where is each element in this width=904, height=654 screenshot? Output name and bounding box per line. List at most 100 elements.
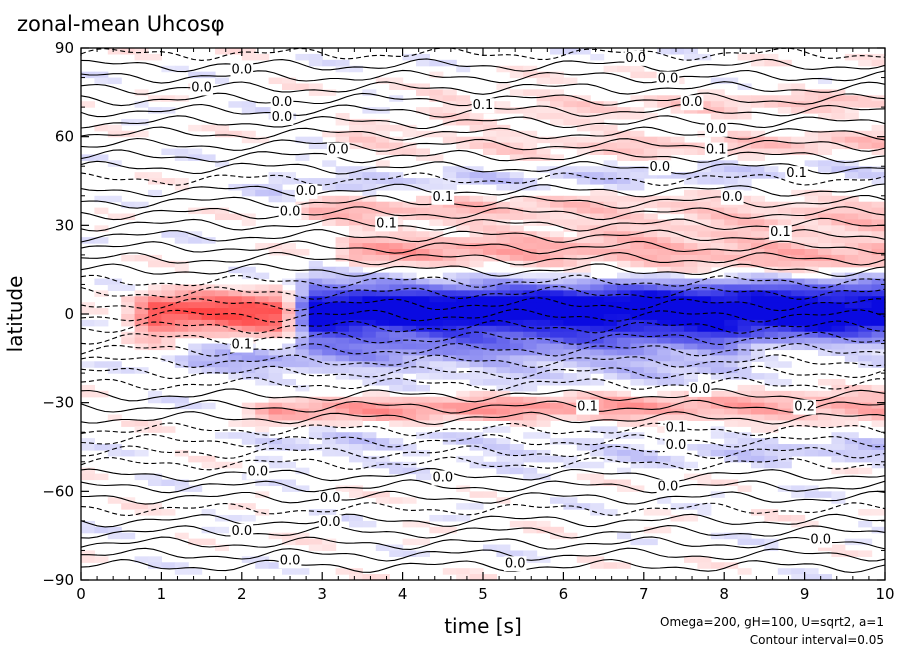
field-cell bbox=[389, 461, 404, 469]
field-cell bbox=[576, 343, 591, 351]
field-cell bbox=[630, 449, 645, 457]
field-cell bbox=[375, 408, 390, 416]
field-cell bbox=[630, 107, 645, 114]
field-cell bbox=[282, 361, 296, 368]
contour-label-bg bbox=[431, 470, 455, 486]
field-cell bbox=[590, 308, 605, 315]
field-cell bbox=[536, 314, 551, 321]
field-cell bbox=[710, 77, 725, 85]
field-cell bbox=[241, 107, 256, 114]
field-cell bbox=[523, 71, 538, 79]
field-cell bbox=[751, 166, 765, 173]
field-cell bbox=[550, 113, 564, 120]
field-cell bbox=[858, 248, 873, 256]
field-cell bbox=[871, 248, 886, 256]
field-cell bbox=[764, 438, 779, 445]
field-cell bbox=[563, 248, 578, 256]
field-cell bbox=[188, 361, 203, 368]
field-cell bbox=[670, 201, 685, 209]
field-cell bbox=[710, 532, 725, 540]
field-cell bbox=[643, 402, 658, 410]
field-cell bbox=[724, 308, 739, 315]
field-cell bbox=[268, 296, 283, 303]
field-cell bbox=[349, 514, 363, 522]
field-cell bbox=[590, 130, 605, 138]
field-cell bbox=[429, 514, 444, 522]
field-cell bbox=[617, 532, 631, 540]
field-cell bbox=[724, 319, 739, 327]
field-cell bbox=[550, 237, 564, 244]
field-cell bbox=[844, 390, 859, 398]
field-cell bbox=[751, 219, 765, 226]
field-cell bbox=[697, 319, 712, 327]
field-cell bbox=[295, 136, 310, 144]
field-cell bbox=[375, 231, 390, 238]
field-cell bbox=[362, 314, 377, 321]
field-cell bbox=[456, 213, 471, 221]
field-cell bbox=[550, 101, 564, 108]
x-tick-label: 8 bbox=[719, 585, 729, 603]
field-cell bbox=[94, 195, 109, 203]
field-cell bbox=[349, 343, 363, 351]
contour-label: 0.0 bbox=[320, 515, 341, 530]
field-cell bbox=[442, 396, 457, 404]
field-cell bbox=[737, 390, 752, 398]
field-cell bbox=[831, 308, 846, 315]
field-cell bbox=[255, 272, 270, 280]
field-cell bbox=[362, 290, 377, 297]
field-cell bbox=[576, 355, 591, 362]
field-cell bbox=[643, 248, 658, 256]
field-cell bbox=[563, 532, 578, 540]
field-cell bbox=[603, 290, 618, 297]
field-cell bbox=[737, 373, 752, 380]
field-cell bbox=[657, 455, 672, 463]
field-cell bbox=[764, 402, 779, 410]
field-cell bbox=[657, 325, 672, 333]
field-cell bbox=[349, 438, 363, 445]
field-cell bbox=[241, 514, 256, 522]
field-cell bbox=[844, 384, 859, 392]
field-cell bbox=[724, 183, 739, 191]
field-cell bbox=[697, 503, 712, 510]
chart-title: zonal-mean Uhcosφ bbox=[17, 12, 225, 36]
field-cell bbox=[858, 414, 873, 421]
field-cell bbox=[764, 219, 779, 226]
field-cell bbox=[416, 384, 430, 392]
field-cell bbox=[777, 379, 792, 386]
field-cell bbox=[442, 95, 457, 102]
field-cell bbox=[362, 402, 377, 410]
field-cell bbox=[201, 331, 216, 339]
field-cell bbox=[442, 130, 457, 138]
contour-label-bg bbox=[688, 381, 712, 397]
field-cell bbox=[349, 449, 363, 457]
contour-line bbox=[80, 422, 886, 437]
field-cell bbox=[215, 331, 229, 339]
field-cell bbox=[590, 438, 605, 445]
field-cell bbox=[563, 95, 578, 102]
field-cell bbox=[844, 438, 859, 445]
field-cell bbox=[107, 361, 122, 368]
field-cell bbox=[81, 384, 95, 392]
field-cell bbox=[282, 438, 296, 445]
field-cell bbox=[322, 319, 337, 327]
field-cell bbox=[737, 83, 752, 90]
field-cell bbox=[643, 260, 658, 268]
field-cell bbox=[737, 449, 752, 457]
field-cell bbox=[282, 248, 296, 256]
field-cell bbox=[469, 319, 484, 327]
field-cell bbox=[550, 172, 564, 179]
contour-label: 0.0 bbox=[320, 491, 341, 506]
field-cell bbox=[590, 284, 605, 291]
field-cell bbox=[684, 325, 698, 333]
field-cell bbox=[201, 302, 216, 309]
field-cell bbox=[858, 225, 873, 232]
field-cell bbox=[630, 219, 645, 226]
field-cell bbox=[201, 367, 216, 374]
field-cell bbox=[456, 260, 471, 268]
field-cell bbox=[335, 402, 350, 410]
field-cell bbox=[791, 136, 806, 144]
field-cell bbox=[777, 402, 792, 410]
field-cell bbox=[483, 574, 497, 581]
field-cell bbox=[295, 83, 310, 90]
field-cell bbox=[818, 201, 832, 209]
